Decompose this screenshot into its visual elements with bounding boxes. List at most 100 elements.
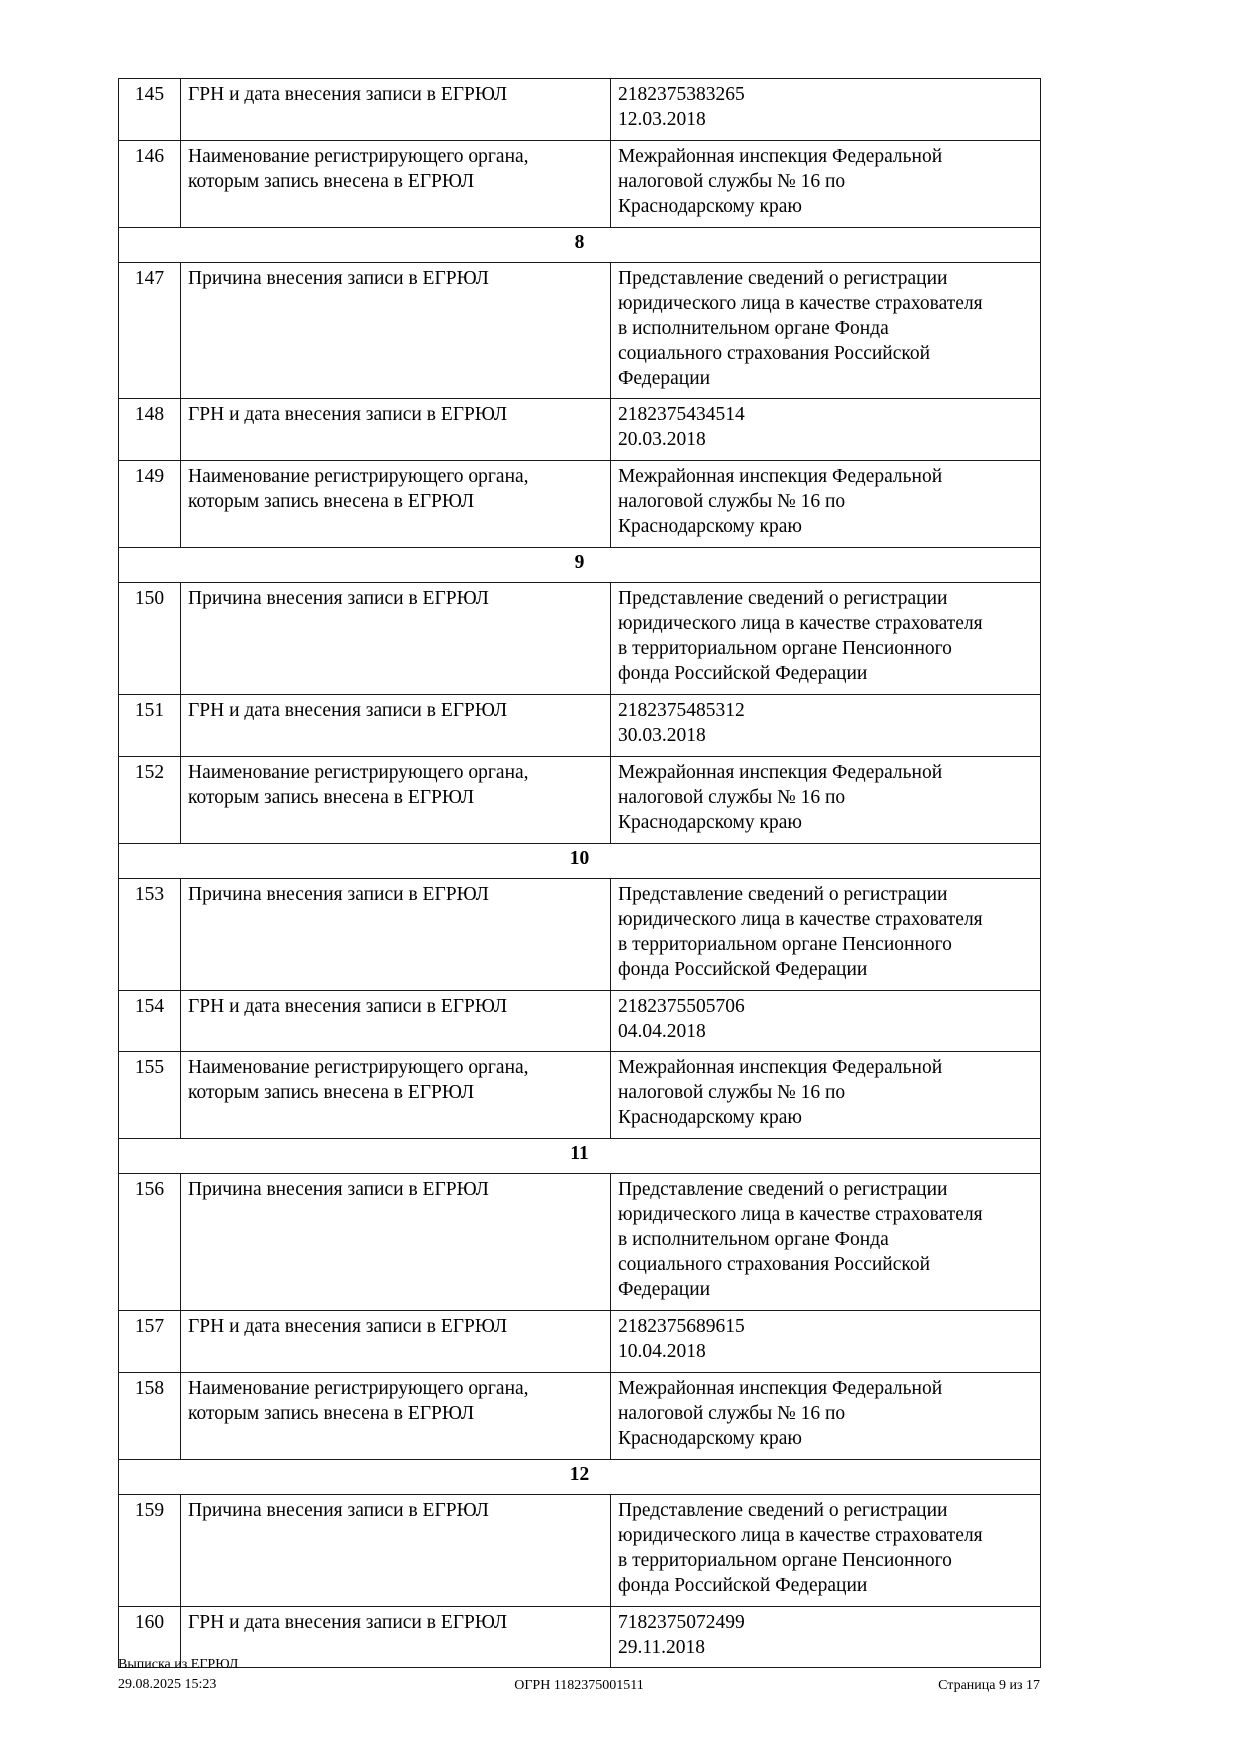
field-value-line: в территориальном органе Пенсионного bbox=[618, 638, 952, 660]
field-value-line: 12.03.2018 bbox=[618, 108, 706, 130]
footer-ogrn: ОГРН 1182375001511 bbox=[514, 1678, 644, 1693]
field-label-line: Причина внесения записи в ЕГРЮЛ bbox=[188, 883, 489, 905]
field-value-lines: Межрайонная инспекция Федеральной налогов… bbox=[618, 1056, 1033, 1131]
footer-left-block: Выписка из ЕГРЮЛ 29.08.2025 15:23 bbox=[118, 1655, 238, 1696]
page-footer: Выписка из ЕГРЮЛ 29.08.2025 15:23 ОГРН 1… bbox=[118, 1655, 1040, 1715]
field-value-line: Межрайонная инспекция Федеральной bbox=[618, 1057, 943, 1079]
field-label-line: ГРН и дата внесения записи в ЕГРЮЛ bbox=[188, 84, 508, 105]
field-value-line: в территориальном органе Пенсионного bbox=[618, 933, 952, 955]
field-value-cell: Межрайонная инспекция Федеральной налогов… bbox=[610, 460, 1041, 549]
field-value-line: юридического лица в качестве страховател… bbox=[618, 1204, 983, 1226]
field-label-lines: Причина внесения записи в ЕГРЮЛ bbox=[188, 883, 603, 908]
field-label-cell: Наименование регистрирующего органа, кото… bbox=[180, 460, 611, 549]
field-label-line: ГРН и дата внесения записи в ЕГРЮЛ bbox=[188, 995, 508, 1017]
row-number-cell: 150 bbox=[118, 582, 181, 696]
field-value-lines: Представление сведений о регистрации юрид… bbox=[618, 883, 1033, 983]
field-label-cell: ГРН и дата внесения записи в ЕГРЮЛ bbox=[180, 989, 611, 1053]
field-label-cell: Причина внесения записи в ЕГРЮЛ bbox=[180, 261, 611, 400]
field-value-cell: 2182375689615 10.04.2018 bbox=[610, 1310, 1041, 1373]
field-value-lines: Межрайонная инспекция Федеральной налогов… bbox=[618, 145, 1033, 220]
field-value-lines: Представление сведений о регистрации юрид… bbox=[618, 1178, 1033, 1303]
field-value-lines: Межрайонная инспекция Федеральной налогов… bbox=[618, 761, 1033, 836]
field-label-line: ГРН и дата внесения записи в ЕГРЮЛ bbox=[188, 1316, 508, 1338]
table-row: 160 ГРН и дата внесения записи в ЕГРЮЛ 718… bbox=[118, 1605, 1041, 1669]
field-value-line: в исполнительном органе Фонда bbox=[618, 1229, 889, 1251]
field-value-cell: Межрайонная инспекция Федеральной налогов… bbox=[610, 1371, 1041, 1460]
field-label-line: Наименование регистрирующего органа, bbox=[188, 145, 529, 167]
field-label-line: ГРН и дата внесения записи в ЕГРЮЛ bbox=[188, 700, 508, 722]
field-label-cell: ГРН и дата внесения записи в ЕГРЮЛ bbox=[180, 1310, 611, 1373]
field-label-lines: Наименование регистрирующего органа, кото… bbox=[188, 145, 603, 195]
record-separator-row: 11 bbox=[118, 1138, 1041, 1175]
field-value-cell: 2182375383265 12.03.2018 bbox=[610, 78, 1041, 141]
field-label-line: которым запись внесена в ЕГРЮЛ bbox=[188, 786, 475, 808]
field-value-line: 29.11.2018 bbox=[618, 1636, 706, 1658]
field-label-lines: Наименование регистрирующего органа, кото… bbox=[188, 1377, 603, 1427]
table-row: 153 Причина внесения записи в ЕГРЮЛ Предст… bbox=[118, 877, 1041, 991]
field-value-line: Представление сведений о регистрации bbox=[618, 1179, 948, 1201]
field-value-line: 7182375072499 bbox=[618, 1611, 745, 1633]
field-value-line: налоговой службы № 16 по bbox=[618, 491, 846, 513]
record-separator-row: 12 bbox=[118, 1458, 1041, 1495]
field-value-line: 30.03.2018 bbox=[618, 724, 706, 746]
field-label-lines: ГРН и дата внесения записи в ЕГРЮЛ bbox=[188, 83, 603, 108]
field-value-line: социального страхования Российской bbox=[618, 1254, 931, 1276]
row-number-cell: 157 bbox=[118, 1310, 181, 1373]
field-value-line: 2182375383265 bbox=[618, 84, 745, 105]
field-value-line: налоговой службы № 16 по bbox=[618, 170, 846, 192]
field-label-cell: Причина внесения записи в ЕГРЮЛ bbox=[180, 1493, 611, 1607]
field-value-line: Межрайонная инспекция Федеральной bbox=[618, 466, 943, 488]
record-separator-label: 9 bbox=[118, 547, 1041, 584]
row-number-cell: 160 bbox=[118, 1605, 181, 1669]
row-number-cell: 155 bbox=[118, 1051, 181, 1140]
table-row: 152 Наименование регистрирующего органа, к… bbox=[118, 755, 1041, 844]
field-label-cell: ГРН и дата внесения записи в ЕГРЮЛ bbox=[180, 78, 611, 141]
field-label-lines: ГРН и дата внесения записи в ЕГРЮЛ bbox=[188, 403, 603, 428]
table-row: 151 ГРН и дата внесения записи в ЕГРЮЛ 218… bbox=[118, 694, 1041, 757]
field-label-cell: Наименование регистрирующего органа, кото… bbox=[180, 139, 611, 228]
field-value-line: фонда Российской Федерации bbox=[618, 663, 868, 685]
field-value-line: Федерации bbox=[618, 367, 711, 389]
field-value-line: фонда Российской Федерации bbox=[618, 958, 868, 980]
field-value-lines: Представление сведений о регистрации юрид… bbox=[618, 267, 1033, 392]
field-label-cell: ГРН и дата внесения записи в ЕГРЮЛ bbox=[180, 694, 611, 757]
field-value-line: 2182375689615 bbox=[618, 1316, 745, 1338]
field-label-lines: ГРН и дата внесения записи в ЕГРЮЛ bbox=[188, 1315, 603, 1340]
field-label-line: Причина внесения записи в ЕГРЮЛ bbox=[188, 588, 489, 610]
field-value-lines: 2182375434514 20.03.2018 bbox=[618, 403, 1033, 453]
field-label-line: которым запись внесена в ЕГРЮЛ bbox=[188, 1402, 475, 1424]
field-value-cell: 7182375072499 29.11.2018 bbox=[610, 1605, 1041, 1669]
field-value-cell: Межрайонная инспекция Федеральной налогов… bbox=[610, 755, 1041, 844]
field-label-line: Причина внесения записи в ЕГРЮЛ bbox=[188, 267, 489, 289]
field-value-line: Представление сведений о регистрации bbox=[618, 1499, 948, 1521]
footer-doc-title: Выписка из ЕГРЮЛ bbox=[118, 1657, 239, 1672]
table-row: 155 Наименование регистрирующего органа, к… bbox=[118, 1051, 1041, 1140]
field-value-line: Межрайонная инспекция Федеральной bbox=[618, 761, 943, 783]
field-value-line: Представление сведений о регистрации bbox=[618, 883, 948, 905]
record-separator-label: 11 bbox=[118, 1138, 1041, 1175]
field-label-lines: ГРН и дата внесения записи в ЕГРЮЛ bbox=[188, 1611, 603, 1636]
table-row: 156 Причина внесения записи в ЕГРЮЛ Предст… bbox=[118, 1173, 1041, 1312]
field-label-lines: ГРН и дата внесения записи в ЕГРЮЛ bbox=[188, 699, 603, 724]
row-number-cell: 146 bbox=[118, 139, 181, 228]
record-separator-row: 10 bbox=[118, 842, 1041, 879]
field-label-lines: Наименование регистрирующего органа, кото… bbox=[188, 761, 603, 811]
field-value-line: 2182375505706 bbox=[618, 995, 745, 1017]
footer-page-number: Страница 9 из 17 bbox=[938, 1678, 1040, 1693]
table-row: 157 ГРН и дата внесения записи в ЕГРЮЛ 218… bbox=[118, 1310, 1041, 1373]
field-value-cell: 2182375505706 04.04.2018 bbox=[610, 989, 1041, 1053]
table-row: 158 Наименование регистрирующего органа, к… bbox=[118, 1371, 1041, 1460]
field-value-line: Краснодарскому краю bbox=[618, 1107, 802, 1129]
record-separator-row: 8 bbox=[118, 226, 1041, 263]
field-value-line: юридического лица в качестве страховател… bbox=[618, 613, 983, 635]
field-label-line: ГРН и дата внесения записи в ЕГРЮЛ bbox=[188, 1611, 508, 1633]
row-number-cell: 159 bbox=[118, 1493, 181, 1607]
row-number-cell: 152 bbox=[118, 755, 181, 844]
field-value-line: юридического лица в качестве страховател… bbox=[618, 292, 983, 314]
field-label-line: Наименование регистрирующего органа, bbox=[188, 761, 529, 783]
field-label-cell: ГРН и дата внесения записи в ЕГРЮЛ bbox=[180, 1605, 611, 1669]
table-row: 145 ГРН и дата внесения записи в ЕГРЮЛ 218… bbox=[118, 78, 1041, 141]
field-value-line: Краснодарскому краю bbox=[618, 195, 802, 217]
field-value-line: Межрайонная инспекция Федеральной bbox=[618, 1377, 943, 1399]
